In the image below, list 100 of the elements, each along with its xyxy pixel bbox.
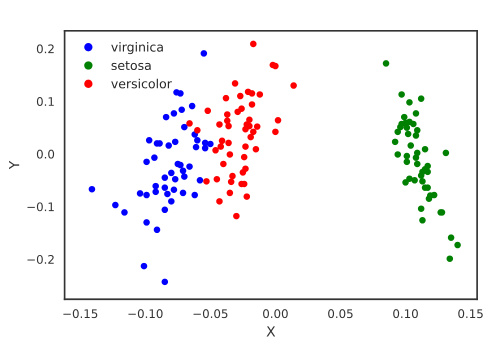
point: [164, 190, 171, 198]
x-tick-label: −0.05: [194, 309, 228, 318]
point: [220, 160, 227, 168]
point: [226, 190, 234, 196]
point: [186, 163, 193, 170]
point: [143, 158, 150, 166]
point: [192, 144, 200, 150]
point: [146, 137, 152, 144]
point: [250, 40, 257, 48]
point: [162, 114, 170, 120]
x-tick-label: 0.00: [263, 309, 288, 318]
point: [200, 50, 208, 57]
point: [426, 195, 432, 202]
point: [151, 154, 158, 161]
point: [272, 128, 279, 136]
point: [404, 152, 410, 160]
point: [170, 110, 178, 117]
point: [414, 160, 421, 168]
point: [218, 138, 226, 144]
point: [256, 91, 264, 98]
point: [424, 168, 431, 176]
point: [168, 198, 175, 205]
point: [233, 212, 240, 220]
point: [226, 151, 234, 158]
point: [121, 209, 128, 216]
point: [240, 169, 246, 176]
point: [188, 102, 196, 110]
point: [162, 206, 168, 214]
point: [140, 262, 148, 270]
x-tick-label: 0.10: [393, 309, 418, 318]
point: [234, 108, 241, 116]
point: [177, 90, 184, 97]
point: [136, 190, 144, 197]
point: [412, 110, 420, 117]
point: [216, 121, 223, 128]
point: [212, 147, 219, 154]
point: [404, 124, 410, 131]
point: [152, 182, 159, 190]
point: [248, 101, 256, 108]
point: [112, 202, 119, 208]
point: [178, 106, 185, 113]
x-tick-label: −0.15: [63, 309, 98, 318]
point: [412, 132, 420, 139]
point: [172, 138, 178, 146]
legend-label: setosa: [112, 61, 151, 70]
point: [222, 94, 230, 102]
point: [290, 82, 297, 89]
point: [154, 226, 160, 234]
point: [418, 172, 424, 179]
point: [244, 193, 250, 200]
point: [274, 117, 282, 124]
point: [246, 116, 253, 123]
point: [191, 192, 198, 198]
point: [207, 140, 214, 148]
point: [229, 172, 236, 180]
point: [162, 278, 168, 286]
y-axis-title: Y: [9, 160, 20, 170]
point: [418, 95, 424, 102]
point: [180, 190, 186, 196]
point: [216, 198, 223, 205]
point: [203, 178, 210, 185]
point: [172, 176, 178, 182]
point: [252, 146, 260, 152]
y-tick-label: 0.2: [36, 44, 54, 54]
y-tick-label: −0.1: [27, 202, 54, 212]
point: [165, 142, 172, 149]
point: [402, 179, 409, 186]
point: [214, 176, 220, 182]
point: [181, 173, 188, 180]
point: [394, 151, 401, 158]
y-tick-label: 0.1: [36, 97, 54, 106]
point: [88, 186, 96, 192]
point: [240, 154, 248, 160]
point: [224, 118, 231, 124]
point: [448, 234, 454, 241]
point: [400, 114, 408, 120]
point: [152, 188, 159, 196]
point: [242, 143, 249, 150]
point: [422, 146, 428, 152]
x-tick-label: 0.15: [458, 309, 483, 318]
point: [412, 154, 420, 161]
point: [162, 174, 168, 181]
point: [225, 122, 232, 130]
point: [411, 177, 418, 184]
point: [248, 90, 256, 97]
point: [250, 128, 257, 136]
point: [218, 143, 224, 150]
point: [454, 242, 461, 248]
point: [186, 120, 193, 127]
point: [397, 124, 404, 130]
point: [202, 144, 208, 152]
point: [406, 99, 413, 106]
point: [407, 142, 414, 149]
point: [170, 186, 178, 194]
point: [410, 120, 417, 128]
legend-label: versicolor: [111, 78, 172, 88]
point: [232, 80, 238, 87]
point: [419, 217, 426, 224]
point: [272, 62, 279, 70]
point: [177, 162, 184, 168]
